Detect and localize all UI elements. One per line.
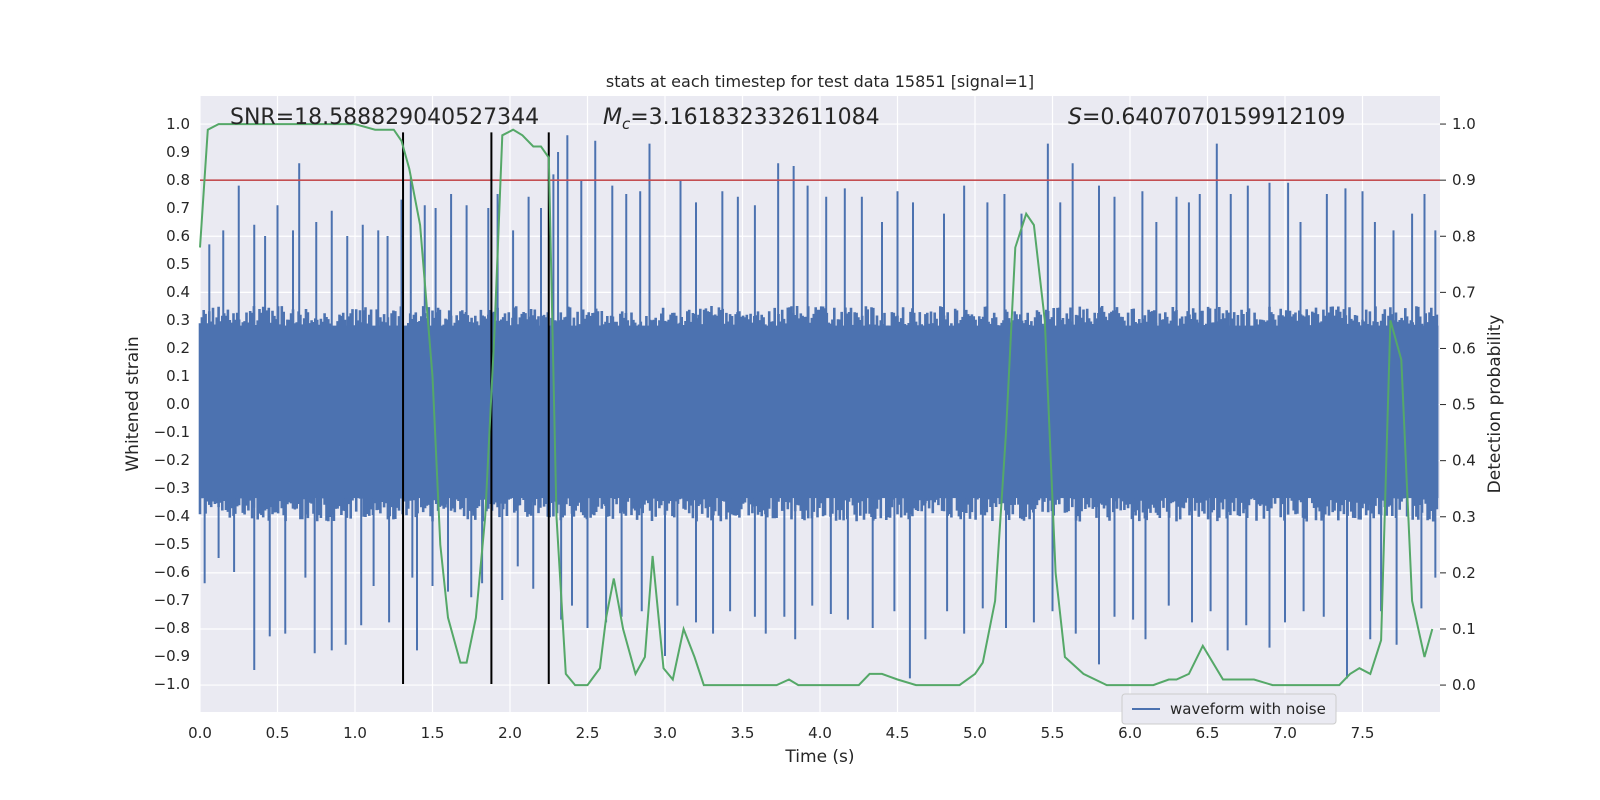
y2-tick-label: 0.3 xyxy=(1452,508,1476,526)
y2-tick-label: 0.6 xyxy=(1452,339,1476,357)
legend: waveform with noise xyxy=(1121,693,1337,725)
legend-box xyxy=(1121,693,1337,725)
x-tick-label: 7.5 xyxy=(1351,724,1375,742)
y2-tick-label: 0.7 xyxy=(1452,283,1476,301)
snr-annotation: SNR=18.588829040527344 xyxy=(230,105,539,130)
s-value: =0.6407070159912109 xyxy=(1082,105,1345,130)
x-tick-label: 1.0 xyxy=(343,724,367,742)
y-tick-label: 0.2 xyxy=(166,339,190,357)
x-tick-label: 2.5 xyxy=(576,724,600,742)
y-tick-label: −0.9 xyxy=(154,647,190,665)
y-tick-label: 0.3 xyxy=(166,311,190,329)
x-tick-label: 3.0 xyxy=(653,724,677,742)
x-tick-label: 4.0 xyxy=(808,724,832,742)
x-tick-label: 5.0 xyxy=(963,724,987,742)
x-tick-label: 4.5 xyxy=(886,724,910,742)
s-symbol: S xyxy=(1068,105,1082,130)
y2-tick-label: 0.8 xyxy=(1452,227,1476,245)
y2-tick-label: 0.0 xyxy=(1452,676,1476,694)
y-tick-label: 0.7 xyxy=(166,199,190,217)
x-tick-label: 1.5 xyxy=(421,724,445,742)
y-tick-label: −0.3 xyxy=(154,479,190,497)
y-tick-label: 0.5 xyxy=(166,255,190,273)
y2-tick-label: 0.1 xyxy=(1452,620,1476,638)
detection-probability-line xyxy=(199,123,1434,687)
y-tick-label: −0.6 xyxy=(154,563,190,581)
x-tick-label: 0.0 xyxy=(188,724,212,742)
y-tick-label: 0.6 xyxy=(166,227,190,245)
y2-tick-label: 0.4 xyxy=(1452,452,1476,470)
x-tick-label: 6.0 xyxy=(1118,724,1142,742)
x-tick-label: 5.5 xyxy=(1041,724,1065,742)
waveform-series xyxy=(198,135,1439,679)
y-axis-label: Whitened strain xyxy=(123,336,143,471)
x-tick-label: 3.5 xyxy=(731,724,755,742)
y-tick-label: 0.9 xyxy=(166,143,190,161)
y-tick-label: −0.5 xyxy=(154,535,190,553)
y-tick-label: −0.8 xyxy=(154,619,190,637)
y-tick-label: 1.0 xyxy=(166,115,190,133)
y-tick-label: −0.2 xyxy=(154,451,190,469)
s-annotation: S=0.6407070159912109 xyxy=(1068,105,1345,130)
x-axis-label: Time (s) xyxy=(784,747,854,767)
x-tick-label: 7.0 xyxy=(1273,724,1297,742)
y-tick-label: −0.7 xyxy=(154,591,190,609)
axis-ticks: 0.0 0.5 1.0 1.5 2.0 2.5 3.0 3.5 4.0 4.5 5.0 5.5 6.0 6… xyxy=(154,115,1476,742)
x-tick-label: 2.0 xyxy=(498,724,522,742)
y-tick-label: 0.4 xyxy=(166,283,190,301)
mc-value: =3.161832332611084 xyxy=(630,105,879,130)
mc-subscript: c xyxy=(622,115,631,133)
y-tick-label: −1.0 xyxy=(154,675,190,693)
waveform-core xyxy=(200,325,1439,499)
y2-tick-label: 1.0 xyxy=(1452,115,1476,133)
y-tick-label: −0.1 xyxy=(154,423,190,441)
y2-tick-label: 0.2 xyxy=(1452,564,1476,582)
y-tick-label: 0.0 xyxy=(166,395,190,413)
x-tick-label: 6.5 xyxy=(1196,724,1220,742)
y-tick-label: 0.8 xyxy=(166,171,190,189)
legend-label: waveform with noise xyxy=(1170,700,1326,718)
y2-axis-label: Detection probability xyxy=(1485,315,1505,494)
y-tick-label: −0.4 xyxy=(154,507,190,525)
y-tick-label: 0.1 xyxy=(166,367,190,385)
chart-title: stats at each timestep for test data 158… xyxy=(606,72,1034,91)
x-tick-label: 0.5 xyxy=(266,724,290,742)
probability-series xyxy=(199,123,1434,687)
y2-tick-label: 0.5 xyxy=(1452,396,1476,414)
y2-tick-label: 0.9 xyxy=(1452,171,1476,189)
mc-annotation: Mc=3.161832332611084 xyxy=(603,105,880,133)
mc-symbol: M xyxy=(603,105,622,130)
